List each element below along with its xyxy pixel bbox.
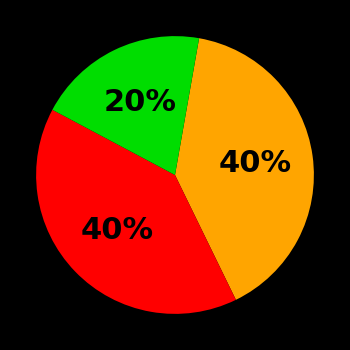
Text: 20%: 20% <box>103 88 176 117</box>
Text: 40%: 40% <box>80 216 154 245</box>
Wedge shape <box>36 110 236 314</box>
Wedge shape <box>175 38 314 300</box>
Text: 40%: 40% <box>218 149 291 178</box>
Wedge shape <box>52 36 199 175</box>
